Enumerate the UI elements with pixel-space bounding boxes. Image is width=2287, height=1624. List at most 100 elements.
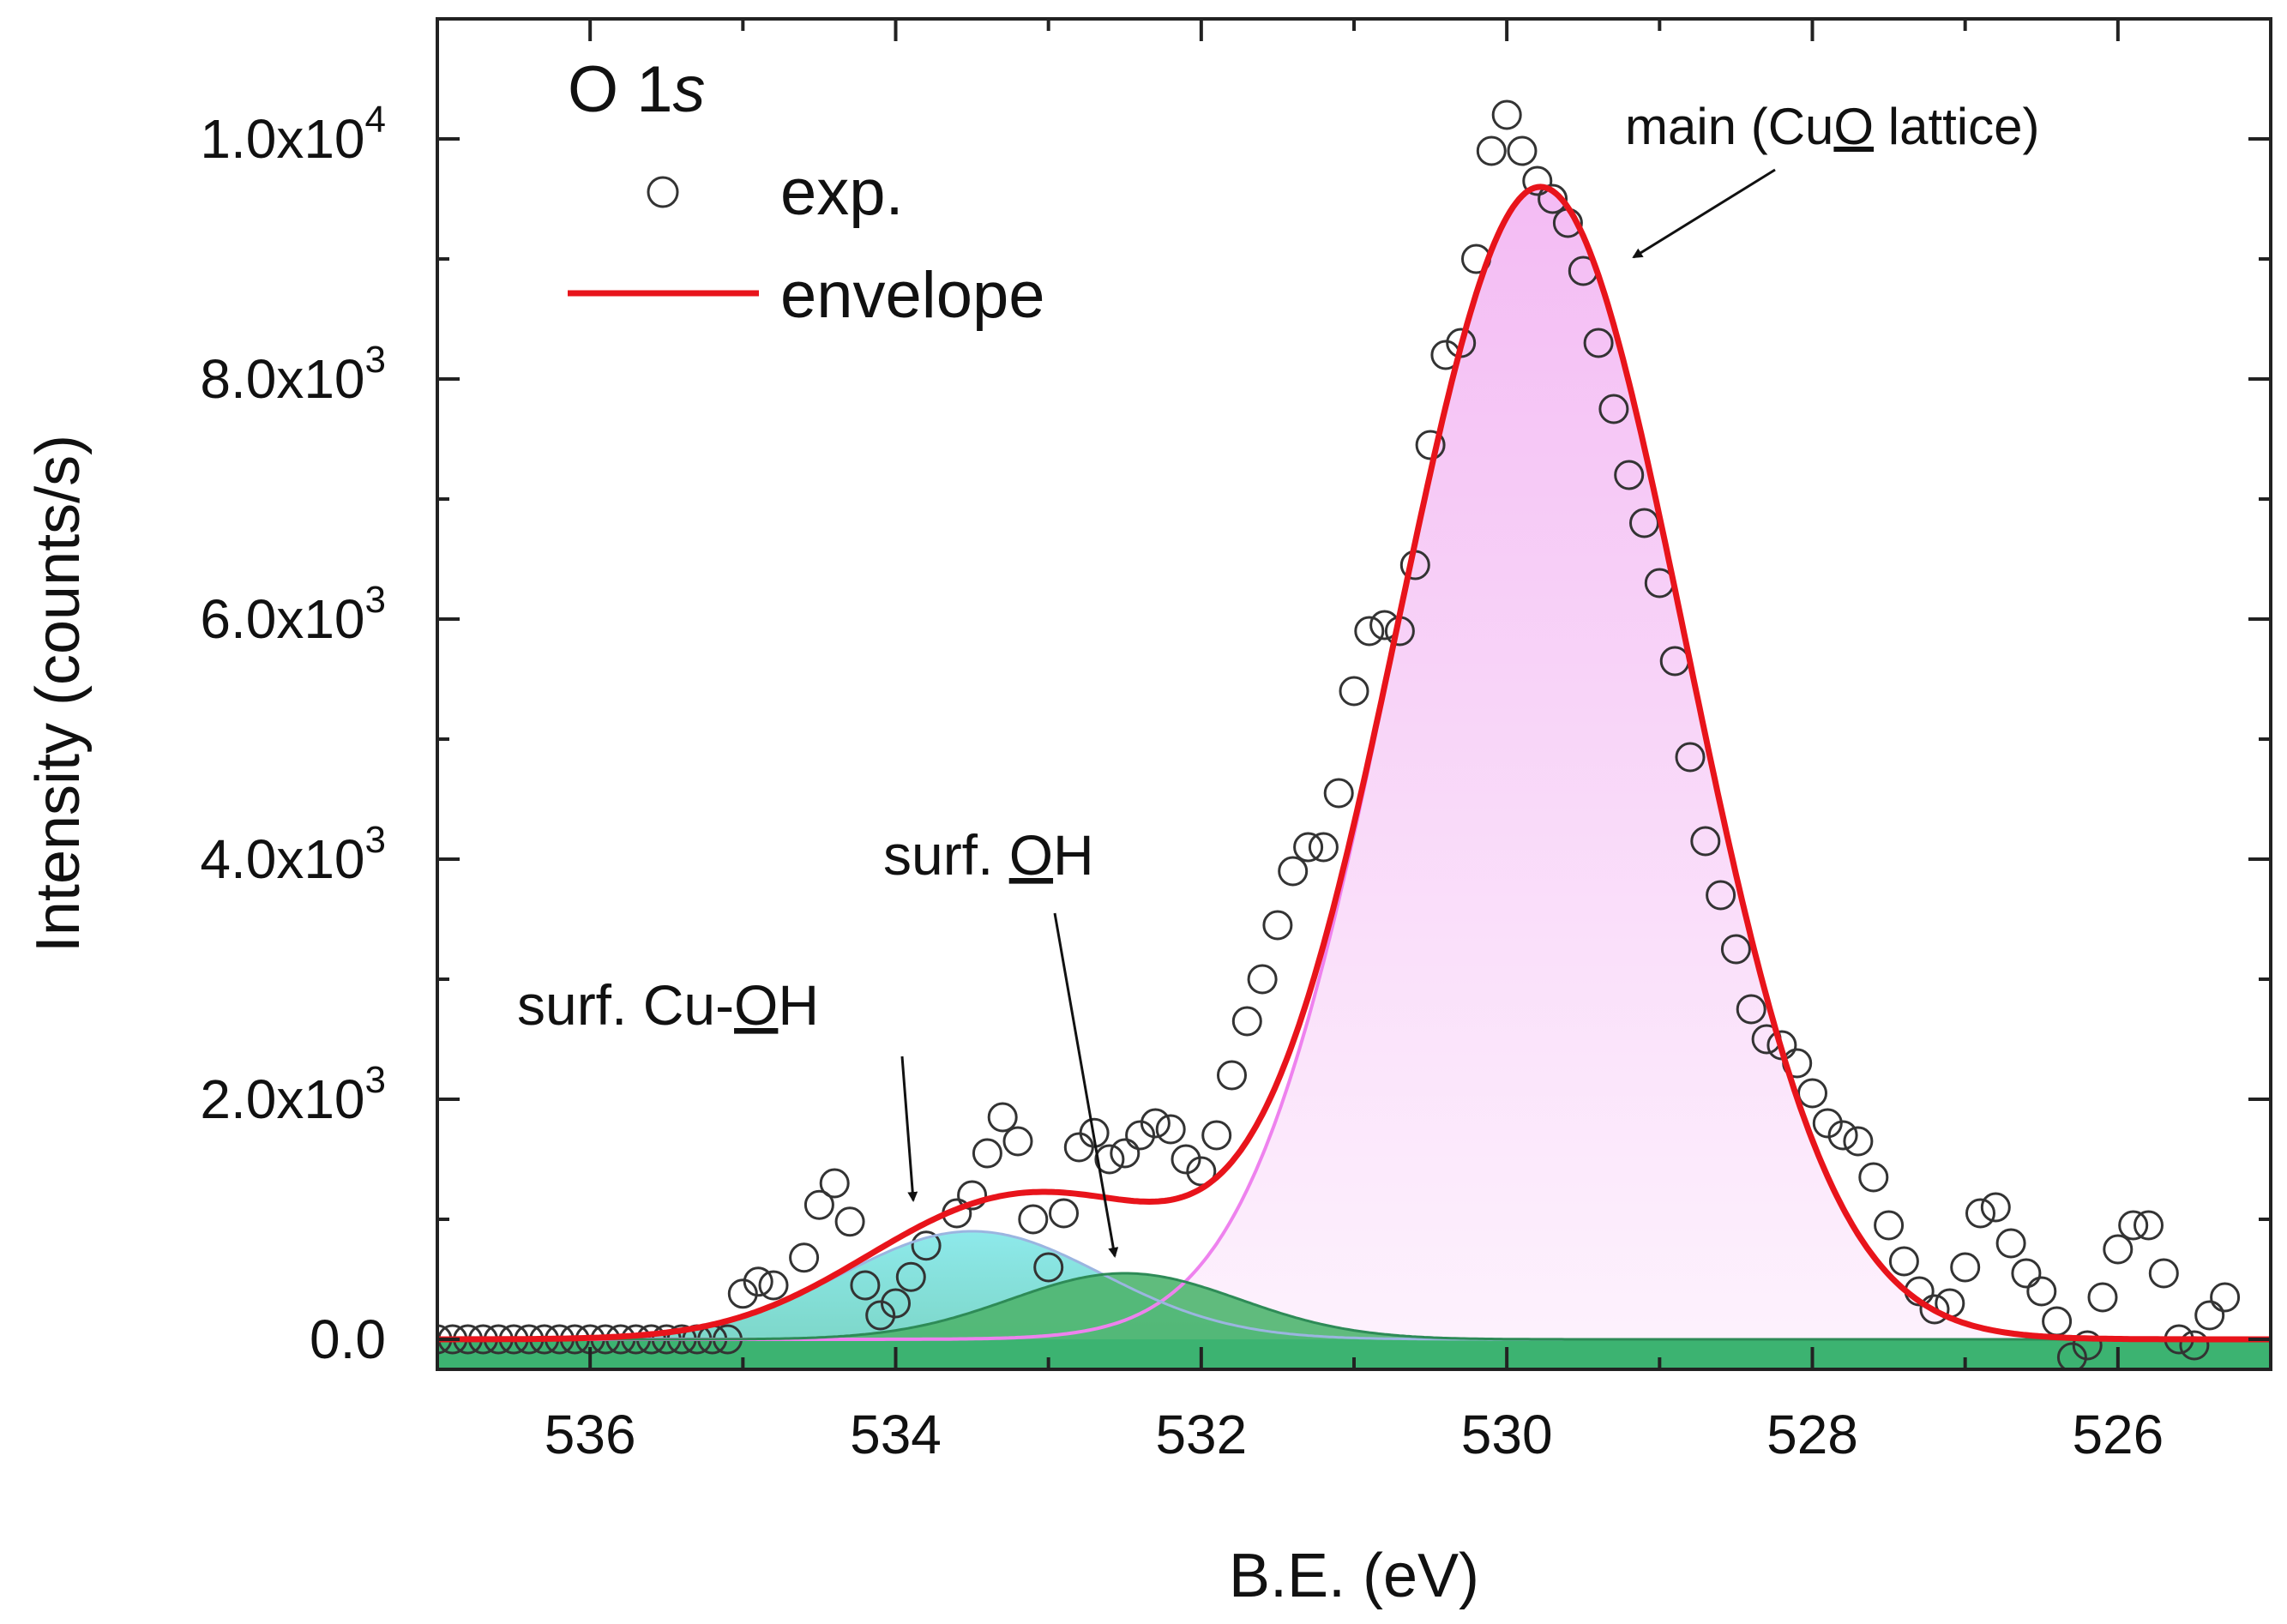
x-tick-label: 526 — [2072, 1404, 2164, 1465]
exp-point — [2103, 1234, 2134, 1265]
exp-point — [1094, 1144, 1125, 1175]
y-tick-label: 4.0x103 — [200, 819, 386, 890]
exp-point — [2148, 1258, 2179, 1289]
exp-point — [1538, 183, 1568, 214]
exp-point — [1812, 1108, 1843, 1139]
exp-point — [2210, 1282, 2241, 1313]
exp-point — [1262, 910, 1293, 941]
exp-point — [2087, 1282, 2118, 1313]
exp-point — [987, 1102, 1018, 1133]
y-tick-label: 2.0x103 — [200, 1059, 386, 1130]
exp-point — [1339, 676, 1369, 707]
exp-point — [1231, 1006, 1262, 1037]
exp-point — [743, 1266, 773, 1297]
exp-point — [1278, 856, 1309, 887]
exp-point — [1614, 460, 1645, 490]
exp-point — [1675, 742, 1706, 773]
x-tick-label: 530 — [1461, 1404, 1553, 1465]
exp-point — [1843, 1126, 1874, 1157]
y-axis-title: Intensity (counts/s) — [24, 435, 93, 953]
exp-point — [1965, 1198, 1995, 1229]
exp-point — [1522, 165, 1553, 196]
annotation-main-arrow — [1632, 168, 1776, 259]
y-tick-label: 0.0 — [310, 1308, 386, 1370]
exp-point — [2011, 1258, 2042, 1289]
exp-point — [895, 1261, 926, 1292]
exp-point — [1063, 1132, 1094, 1163]
exp-point — [727, 1278, 758, 1309]
legend: O 1s exp. envelope — [568, 53, 1045, 332]
exp-point — [1018, 1204, 1049, 1235]
exp-point — [803, 1189, 834, 1220]
exp-point — [758, 1270, 789, 1301]
exp-point — [1720, 934, 1751, 965]
exp-point — [850, 1270, 881, 1301]
exp-point — [2118, 1210, 2149, 1241]
exp-point — [1598, 394, 1629, 424]
legend-envelope-label: envelope — [780, 259, 1045, 332]
exp-point — [834, 1206, 865, 1237]
exp-point — [2134, 1210, 2164, 1241]
x-tick-label: 534 — [850, 1404, 942, 1465]
exp-point — [957, 1180, 988, 1211]
exp-point — [1125, 1120, 1156, 1151]
exp-point — [1171, 1144, 1201, 1175]
annotation-surf-oh-arrow — [1053, 912, 1119, 1258]
exp-point — [1690, 826, 1721, 857]
x-axis-title: B.E. (eV) — [1229, 1542, 1479, 1610]
exp-point — [1308, 832, 1339, 863]
component-fill-0 — [437, 1231, 2271, 1339]
exp-point — [1354, 616, 1385, 647]
exp-point — [1217, 1060, 1247, 1091]
legend-title-italic: s — [673, 53, 706, 126]
exp-point — [1293, 832, 1324, 863]
exp-point — [1888, 1246, 1919, 1277]
exp-point — [1247, 964, 1278, 995]
axis-ticks: 536 534 532 530 528 526 0.0 2.0x103 4.0x103 6.0x1… — [200, 17, 2272, 1465]
exp-point — [819, 1168, 850, 1199]
exp-point — [1919, 1294, 1950, 1325]
exp-point — [1033, 1252, 1064, 1283]
annotation-surf-cu-oh-arrow — [900, 1056, 918, 1202]
exp-point — [911, 1230, 942, 1261]
y-tick-label: 8.0x103 — [200, 339, 386, 410]
exp-point — [1155, 1114, 1186, 1145]
exp-point — [1507, 135, 1538, 166]
x-tick-label: 532 — [1155, 1404, 1247, 1465]
component-line-1 — [437, 1272, 2271, 1341]
y-tick-label: 6.0x103 — [200, 579, 386, 650]
exp-point — [2026, 1276, 2057, 1307]
exp-point — [1995, 1228, 2026, 1259]
exp-point — [1980, 1192, 2011, 1223]
plot-area — [437, 99, 2271, 1369]
exp-point — [1827, 1120, 1858, 1151]
annotations: main (CuO lattice) surf. OH surf. Cu-OH — [517, 98, 2039, 1258]
exp-point — [1140, 1108, 1171, 1139]
annotation-surf-cu-oh: surf. Cu-OH — [517, 973, 819, 1037]
component-fill-2 — [437, 187, 2271, 1339]
exp-point — [789, 1242, 820, 1273]
exp-point — [1736, 994, 1766, 1025]
exp-point — [1797, 1078, 1827, 1109]
legend-exp-marker — [647, 176, 679, 208]
annotation-main: main (CuO lattice) — [1625, 98, 2039, 155]
x-tick-label: 536 — [545, 1404, 636, 1465]
exp-point — [865, 1300, 896, 1331]
exp-point — [1323, 778, 1354, 809]
exp-point — [1002, 1126, 1033, 1157]
exp-point — [2056, 1342, 2087, 1369]
exp-point — [1858, 1162, 1889, 1193]
exp-point — [881, 1288, 911, 1319]
exp-point — [1950, 1252, 1981, 1283]
exp-point — [2042, 1306, 2073, 1337]
exp-point — [972, 1138, 1002, 1169]
exp-point — [1201, 1120, 1232, 1151]
exp-point — [1491, 99, 1522, 130]
exp-point — [1476, 135, 1507, 166]
annotation-surf-oh: surf. OH — [883, 823, 1094, 887]
exp-point — [2179, 1330, 2210, 1361]
exp-point — [2072, 1330, 2103, 1361]
exp-point — [1049, 1198, 1079, 1229]
component-lines — [437, 183, 2271, 1343]
